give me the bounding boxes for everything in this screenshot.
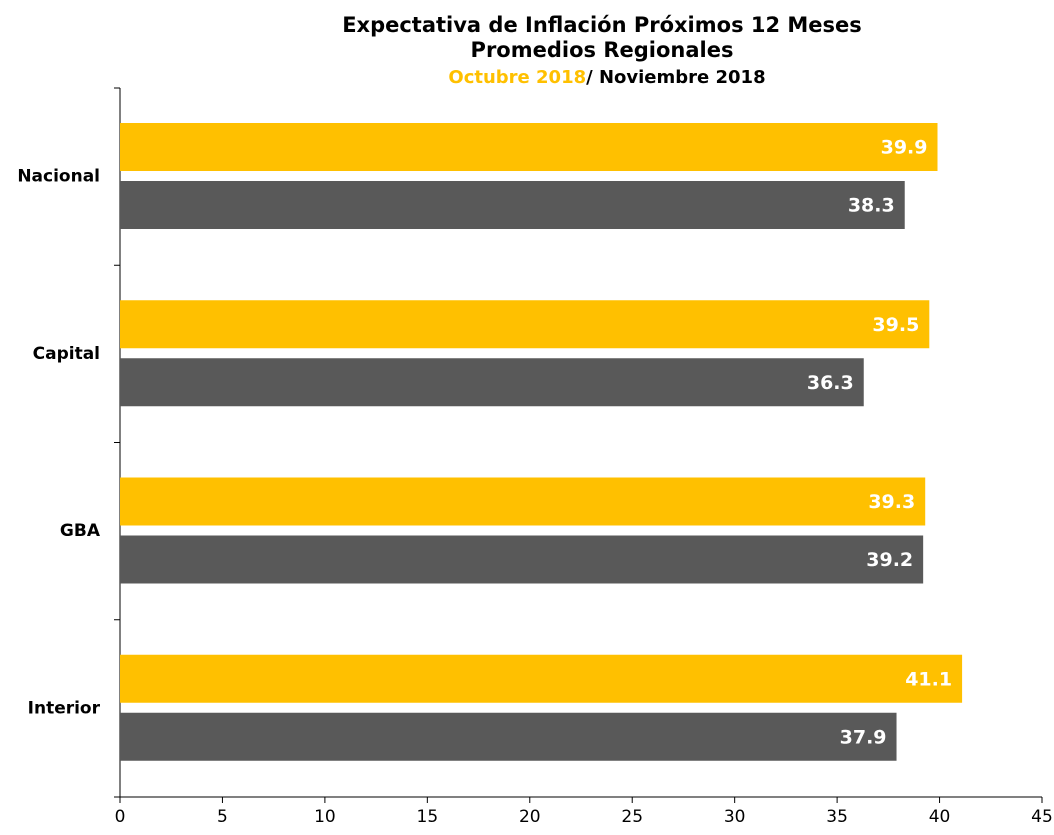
x-tick-label: 15 xyxy=(417,807,439,827)
data-label: 37.9 xyxy=(840,726,887,748)
x-tick-label: 30 xyxy=(724,807,746,827)
x-tick-label: 20 xyxy=(519,807,541,827)
x-tick-label: 35 xyxy=(826,807,848,827)
data-label: 39.5 xyxy=(872,314,919,336)
legend: Octubre 2018/ Noviembre 2018 xyxy=(448,67,765,88)
legend-separator: / xyxy=(586,67,599,88)
x-tick-label: 10 xyxy=(314,807,336,827)
x-tick-label: 0 xyxy=(115,807,126,827)
x-tick-label: 5 xyxy=(217,807,228,827)
category-label: GBA xyxy=(60,521,101,541)
chart-title: Expectativa de Inflación Próximos 12 Mes… xyxy=(342,13,862,37)
x-tick-label: 25 xyxy=(621,807,643,827)
legend-entry: Noviembre 2018 xyxy=(599,67,766,88)
category-label: Interior xyxy=(28,698,101,718)
bar xyxy=(120,477,926,526)
x-tick-label: 40 xyxy=(929,807,951,827)
data-label: 41.1 xyxy=(905,668,952,690)
bar xyxy=(120,654,963,703)
data-label: 39.2 xyxy=(866,549,913,571)
category-label: Capital xyxy=(33,344,100,364)
category-label: Nacional xyxy=(17,167,100,187)
bar xyxy=(120,535,924,584)
data-label: 39.3 xyxy=(868,491,915,513)
bar xyxy=(120,712,897,761)
chart-subtitle: Promedios Regionales xyxy=(471,38,734,62)
legend-entry: Octubre 2018 xyxy=(448,67,586,88)
data-label: 36.3 xyxy=(807,372,854,394)
data-label: 39.9 xyxy=(881,137,928,159)
bar xyxy=(120,181,905,229)
x-tick-label: 45 xyxy=(1031,807,1053,827)
data-label: 38.3 xyxy=(848,195,895,217)
bar xyxy=(120,123,938,171)
bar xyxy=(120,358,864,407)
bar xyxy=(120,300,930,349)
